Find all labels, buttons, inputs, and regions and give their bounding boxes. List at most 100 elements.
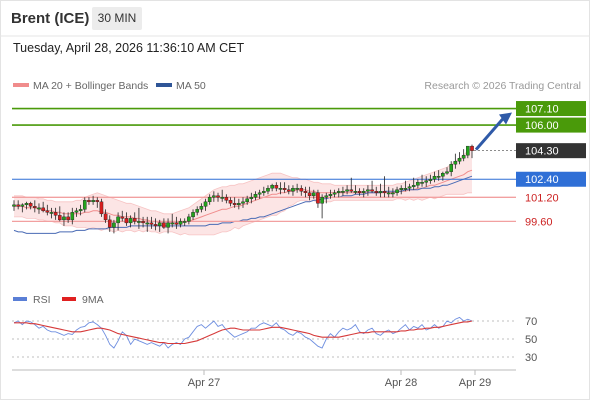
candle-body [174,222,179,225]
candle-body [33,206,37,209]
candle-body [257,192,262,195]
candle-body [287,189,291,192]
candle-body [324,195,329,198]
candle-body [37,207,41,210]
candle-body [53,212,58,216]
candle-body [166,222,170,228]
candle-body [399,188,404,190]
level-label-box-3 [516,171,586,187]
level-label-box-0 [516,101,586,117]
candle-body [382,191,387,193]
candle-body [395,189,399,193]
current-price-box [516,143,586,159]
candle-body [70,212,75,221]
candle-body [403,188,408,190]
candle-body [341,191,345,193]
rsi-9ma-line [14,320,473,345]
candle-body [295,188,299,190]
candle-body [457,157,462,162]
rsi-tick-label-0: 70 [525,316,537,328]
candle-body [95,200,100,203]
forecast-arrow-line [474,116,506,151]
candle-body [78,209,83,212]
candle-body [436,176,441,178]
level-label-box-1 [516,117,586,133]
candle-body [428,179,433,181]
candle-body [82,200,87,210]
candle-body [12,204,16,207]
candle-body [316,192,320,204]
bollinger-band-fill [14,147,472,235]
candle-body [407,186,412,189]
copyright-text: Research © 2026 Trading Central [424,80,581,92]
candle-body [357,191,362,193]
candle-body [153,224,158,227]
level-label-5: 99.60 [525,216,553,228]
candle-body [241,201,245,204]
candle-body [411,185,416,187]
candle-body [374,191,379,193]
candle-body [282,188,287,190]
candle-body [470,145,474,151]
candle-body [141,221,145,224]
level-label-3: 102.40 [525,174,559,186]
candle-body [232,203,237,206]
candle-body [191,212,195,218]
candle-body [453,160,458,165]
level-label-1: 106.00 [525,120,559,132]
current-price-label: 104.30 [525,146,559,158]
candle-body [245,198,249,203]
candle-body [266,188,270,192]
legend-label-bollinger: MA 20 + Bollinger Bands [33,80,148,92]
candle-body [170,222,175,225]
legend-swatch-ma50 [156,83,172,87]
x-tick-label-0: Apr 27 [188,377,220,389]
candle-body [224,197,229,201]
candle-body [112,222,116,228]
candle-body [20,204,25,207]
candle-body [299,188,304,192]
candle-body [270,185,274,189]
candle-body [307,192,312,196]
candle-body [199,206,204,210]
candle-body [132,218,137,222]
candle-body [28,203,33,207]
rsi-panel: 70 50 30 [12,316,537,364]
candle-body [386,192,391,195]
legend-swatch-rsi [13,297,27,301]
candle-body [291,188,295,192]
timeframe-badge[interactable]: 30 MIN [92,7,142,30]
candle-body [216,195,220,198]
candle-body [157,222,162,227]
candle-body [195,209,200,213]
candle-body [228,200,233,204]
candle-body [349,189,354,192]
candle-body [391,192,395,195]
candle-body [45,210,50,213]
candle-body [237,203,241,206]
candle-body [120,216,125,219]
candle-body [212,195,216,198]
candle-body [128,218,133,224]
price-panel: 107.10 106.00 104.30 102.40 101.20 99.60 [12,101,586,236]
candle-body [262,191,266,193]
candle-body [41,207,45,212]
forecast-arrow-head [499,112,512,125]
candle-body [461,154,466,159]
legend-swatch-bollinger [13,83,29,87]
candle-body [116,216,120,224]
candle-body [445,171,449,174]
rsi-tick-label-1: 50 [525,334,537,346]
candle-body [87,200,91,203]
candle-body [203,201,208,207]
candle-body [24,203,29,206]
candle-body [187,216,191,222]
candle-body [416,182,420,186]
candle-body [366,189,370,192]
candle-body [424,180,429,183]
legend-label-rsi: RSI [33,294,51,306]
candle-body [16,204,20,207]
candle-body [220,197,224,199]
candle-body [58,215,62,221]
